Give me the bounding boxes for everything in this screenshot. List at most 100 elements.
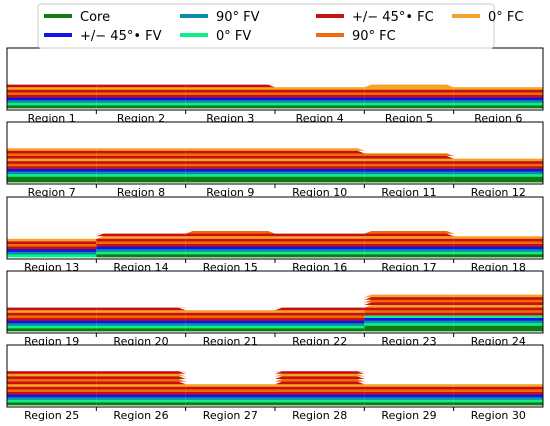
- region-label: Region 26: [113, 409, 168, 422]
- legend-label: +/− 45°• FC: [352, 10, 434, 25]
- ply-layer: [185, 310, 275, 314]
- legend-box: [37, 3, 495, 49]
- ply-layer: [275, 100, 365, 104]
- ply-layer: [275, 102, 365, 106]
- ply-layer: [185, 153, 275, 157]
- ply-layer: [96, 381, 186, 385]
- panel-3: Region 13 Region 14 Region 15 Region 16 Regi…: [6, 196, 544, 274]
- legend-label: 0° FC: [488, 10, 523, 25]
- ply-layer: [7, 89, 97, 93]
- ply-ramp: [178, 307, 186, 311]
- region-label: Region 11: [381, 186, 436, 199]
- ply-layer: [453, 246, 543, 250]
- ply-layer: [96, 389, 186, 393]
- ply-layer: [275, 238, 365, 242]
- panel-5: Region 25 Region 26 Region 27 Region 28 Regi…: [6, 344, 544, 422]
- ply-ramp: [268, 231, 275, 234]
- ply-layer: [7, 179, 97, 183]
- ply-layer: [453, 397, 543, 401]
- ply-layer: [96, 397, 186, 401]
- ply-layer: [185, 148, 275, 152]
- ply-layer: [453, 105, 543, 109]
- ply-layer: [364, 392, 454, 395]
- ply-layer: [364, 166, 454, 170]
- ply-ramp: [178, 379, 186, 382]
- ply-layer: [453, 325, 543, 329]
- ply-ramp: [446, 233, 454, 237]
- panel-4: Region 19 Region 20 Region 21 Region 22 Regi…: [6, 270, 544, 348]
- ply-layer: [185, 254, 275, 258]
- ply-layer: [453, 238, 543, 242]
- ply-layer: [453, 176, 543, 180]
- ply-layer: [275, 386, 365, 390]
- ply-ramp: [357, 371, 365, 374]
- ply-layer: [275, 315, 365, 319]
- ply-layer: [96, 161, 186, 165]
- ply-layer: [364, 399, 454, 403]
- ply-layer: [364, 233, 454, 237]
- ply-layer: [7, 249, 97, 253]
- ply-ramp: [357, 150, 365, 154]
- ply-layer: [364, 325, 454, 329]
- ply-ramp: [446, 153, 454, 156]
- ply-layer: [453, 95, 543, 98]
- ply-layer: [275, 246, 365, 250]
- ply-layer: [96, 174, 186, 178]
- ply-layer: [364, 97, 454, 101]
- ply-layer: [364, 161, 454, 165]
- ply-ramp: [357, 379, 365, 382]
- ply-ramp: [275, 376, 282, 379]
- ply-layer: [185, 325, 275, 329]
- ply-layer: [364, 89, 454, 93]
- ply-layer: [275, 156, 365, 159]
- ply-layer: [364, 394, 454, 398]
- ply-layer: [96, 384, 186, 388]
- ply-layer: [364, 169, 454, 172]
- ply-layer: [185, 244, 275, 247]
- ply-layer: [364, 251, 454, 255]
- ply-ramp: [178, 373, 186, 377]
- ply-layer: [364, 310, 454, 314]
- ply-ramp: [275, 371, 282, 374]
- ply-layer: [7, 397, 97, 401]
- ply-layer: [7, 389, 97, 393]
- ply-layer: [275, 307, 365, 311]
- region-label: Region 27: [203, 409, 258, 422]
- ply-layer: [185, 156, 275, 159]
- ply-layer: [275, 95, 365, 98]
- ply-layer: [96, 246, 186, 250]
- ply-layer: [364, 92, 454, 96]
- ply-layer: [275, 249, 365, 253]
- legend-label: Core: [80, 10, 110, 25]
- ply-layer: [96, 307, 186, 311]
- ply-layer: [185, 389, 275, 393]
- ply-layer: [96, 323, 186, 327]
- ply-layer: [96, 163, 186, 167]
- ply-layer: [96, 238, 186, 242]
- ply-layer: [275, 92, 365, 96]
- ply-layer: [7, 325, 97, 329]
- ply-layer: [453, 294, 543, 298]
- ply-layer: [275, 148, 365, 152]
- ply-layer: [275, 328, 365, 332]
- ply-layer: [364, 328, 454, 332]
- ply-ramp: [275, 381, 282, 385]
- ply-layer: [185, 249, 275, 253]
- region-label: Region 28: [292, 409, 347, 422]
- ply-layer: [453, 174, 543, 178]
- ply-layer: [364, 386, 454, 390]
- ply-layer: [275, 373, 365, 377]
- ply-layer: [275, 310, 365, 314]
- ply-layer: [7, 153, 97, 157]
- ply-layer: [7, 238, 97, 242]
- region-label: Region 25: [24, 409, 79, 422]
- ply-layer: [185, 95, 275, 98]
- ply-layer: [185, 246, 275, 250]
- ply-layer: [7, 148, 97, 152]
- panel-2: Region 7 Region 8 Region 9 Region 10 Region …: [6, 121, 544, 199]
- ply-layer: [96, 176, 186, 180]
- ply-layer: [185, 392, 275, 395]
- ply-layer: [96, 233, 186, 237]
- ply-layer: [453, 323, 543, 327]
- ply-layer: [364, 87, 454, 91]
